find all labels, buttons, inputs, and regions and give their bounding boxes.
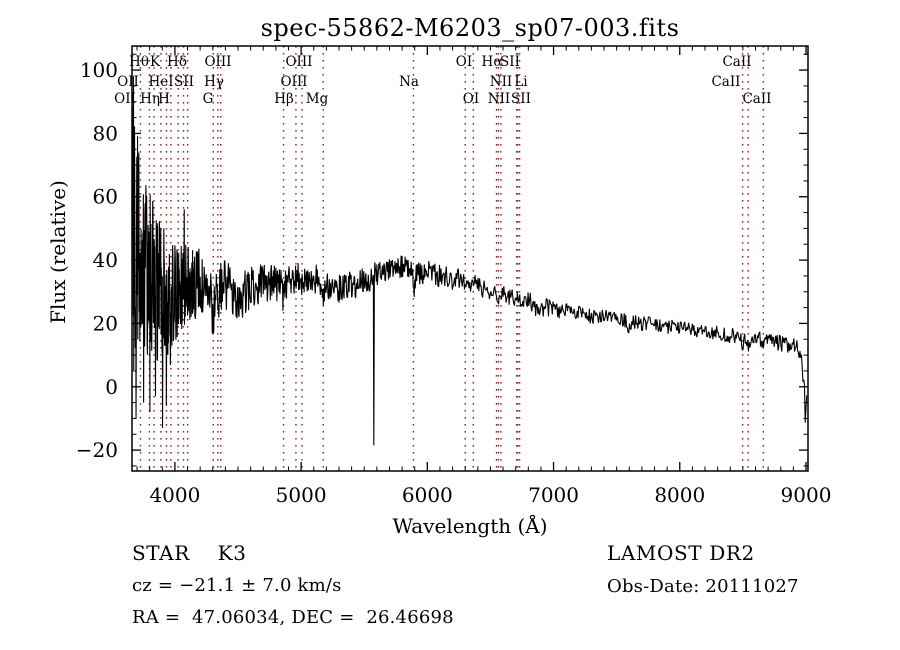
survey-label: LAMOST DR2 [607, 541, 755, 565]
x-tick-label: 5000 [276, 483, 327, 507]
x-tick-label: 6000 [402, 483, 453, 507]
spectral-line-label: OI [463, 91, 479, 107]
object-class-label: STAR K3 [132, 541, 247, 565]
y-tick-label: 0 [105, 375, 118, 399]
spectral-line-label: Hβ [274, 91, 294, 107]
spectral-line-label: Li [514, 74, 528, 90]
spectral-line-label: CaII [722, 54, 751, 70]
spectrum-trace [131, 76, 808, 446]
spectral-line-label: OI [456, 54, 472, 70]
spectral-line-label: OIII [280, 74, 307, 90]
y-axis-label: Flux (relative) [46, 180, 70, 324]
spectral-line-label: NII [490, 74, 512, 90]
obs-date: Obs-Date: 20111027 [607, 576, 799, 597]
spectral-line-label: NII [488, 91, 510, 107]
spectral-line-label: K [150, 54, 161, 70]
y-tick-label: 80 [93, 121, 118, 145]
plot-title: spec-55862-M6203_sp07-003.fits [260, 14, 680, 42]
x-tick-label: 8000 [654, 483, 705, 507]
spectral-line-label: CaII [711, 74, 740, 90]
spectral-line-label: CaII [742, 91, 771, 107]
y-tick-label: 100 [80, 58, 118, 82]
spectral-line-label: Hη [140, 91, 160, 107]
y-tick-label: 40 [93, 248, 118, 272]
spectral-line-label: OII [117, 74, 139, 90]
spectral-line-label: Hθ [129, 54, 149, 70]
y-tick-label: 20 [93, 311, 118, 335]
spectral-line-label: Hδ [167, 54, 187, 70]
spectral-line-label: Mg [306, 91, 329, 107]
spectral-line-label: G [203, 91, 214, 107]
x-tick-label: 7000 [528, 483, 579, 507]
spectral-line-label: SII [174, 74, 194, 90]
y-tick-label: −20 [76, 438, 118, 462]
y-tick-label: 60 [93, 185, 118, 209]
x-tick-label: 4000 [149, 483, 200, 507]
spectral-line-label: OII [114, 91, 136, 107]
spectral-line-label: SII [511, 91, 531, 107]
spectral-line-label: Hγ [204, 74, 224, 90]
spectral-line-label: SII [500, 54, 520, 70]
x-axis-label: Wavelength (Å) [392, 514, 548, 538]
cz-value: cz = −21.1 ± 7.0 km/s [132, 575, 342, 596]
spectral-line-label: Na [399, 74, 419, 90]
spectral-line-label: OIII [285, 54, 312, 70]
spectral-line-label: H [158, 91, 170, 107]
spectral-line-label: HeI [148, 74, 173, 90]
spectral-line-label: Hα [482, 54, 503, 70]
ra-dec: RA = 47.06034, DEC = 26.46698 [132, 607, 454, 628]
spectral-line-label: OIII [204, 54, 231, 70]
plot-border [131, 45, 809, 472]
x-tick-label: 9000 [781, 483, 832, 507]
